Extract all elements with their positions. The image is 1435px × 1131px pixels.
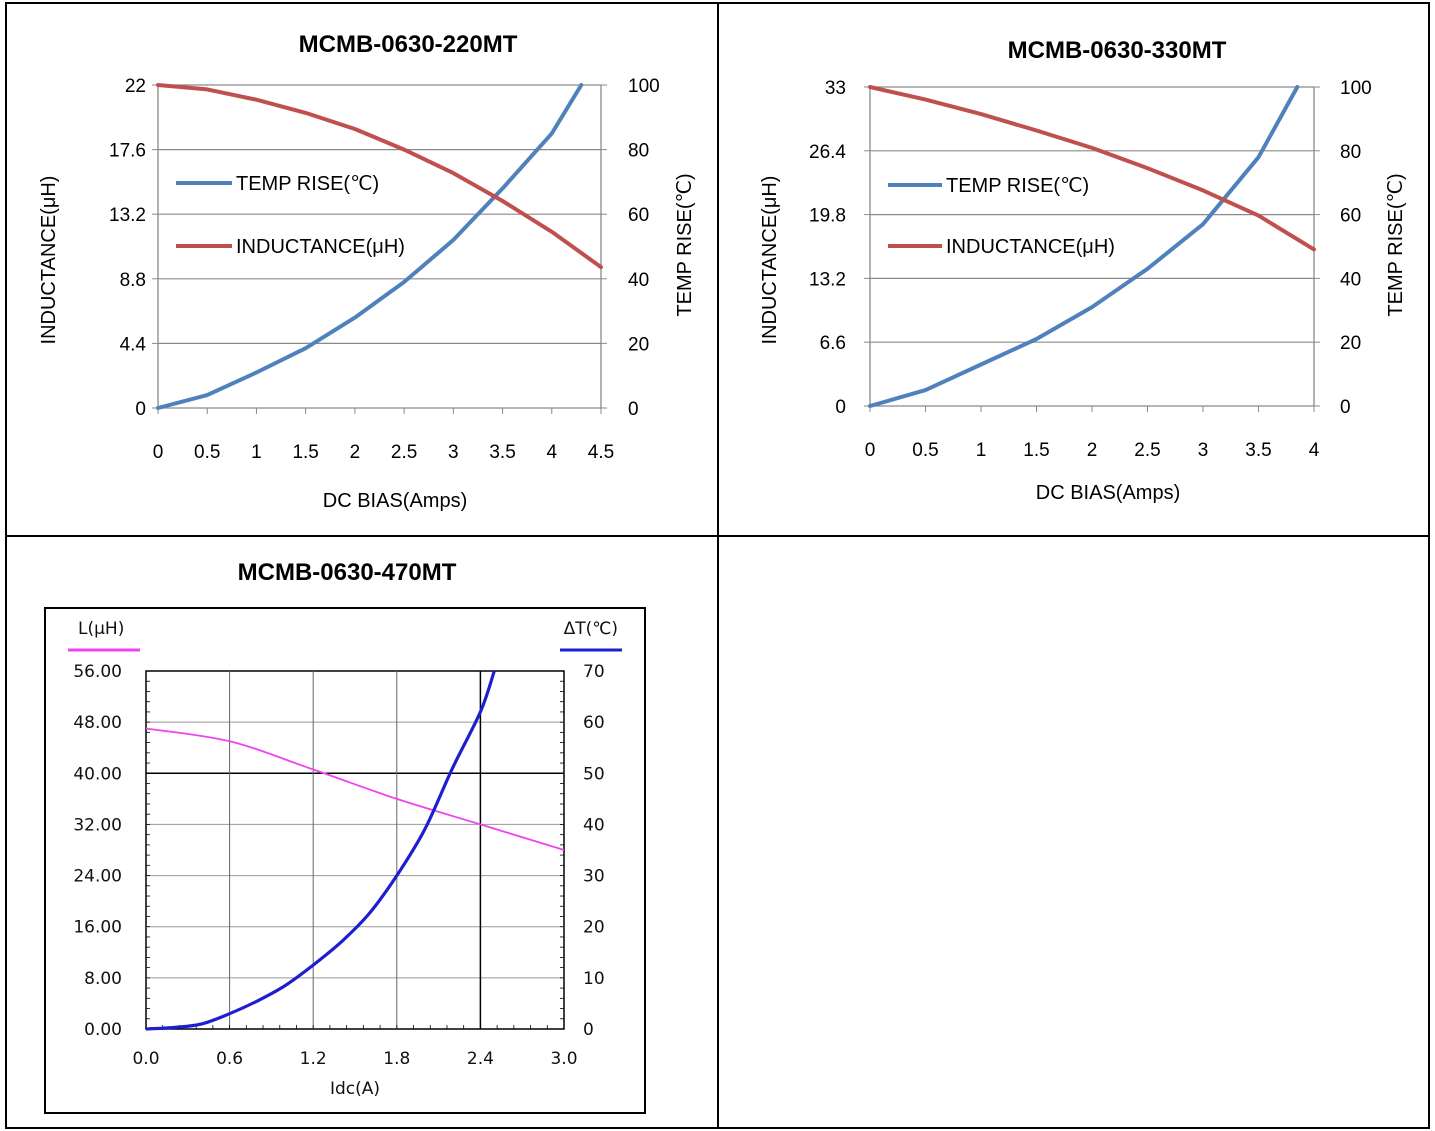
y2-tick-label: 0 xyxy=(583,1020,594,1040)
series-line-0 xyxy=(145,727,565,851)
y-tick-label: 24.00 xyxy=(73,867,122,887)
y-tick-label: 0 xyxy=(135,399,146,420)
y-tick-label: 16.00 xyxy=(73,918,122,938)
y-tick-label: 56.00 xyxy=(73,662,122,682)
y2-axis-label: TEMP RISE(℃) xyxy=(1385,173,1407,316)
legend-label-1: INDUCTANCE(μH) xyxy=(946,236,1115,258)
x-tick-label: 1 xyxy=(976,440,987,461)
y-tick-label: 19.8 xyxy=(809,206,846,227)
x-tick-label: 3.5 xyxy=(1245,440,1271,461)
x-tick-label: 4.5 xyxy=(588,442,614,463)
table-cell-bottom-right xyxy=(717,535,1430,1129)
y2-tick-label: 20 xyxy=(1340,333,1361,354)
x-axis-label: DC BIAS(Amps) xyxy=(1036,482,1180,504)
y2-tick-label: 60 xyxy=(628,205,649,226)
series-line-1 xyxy=(868,85,1316,252)
y2-tick-label: 0 xyxy=(1340,397,1351,418)
x-axis-label: DC BIAS(Amps) xyxy=(323,490,467,512)
y2-tick-label: 80 xyxy=(1340,142,1361,163)
y-tick-label: 0 xyxy=(835,397,846,418)
y2-tick-label: 40 xyxy=(583,815,605,835)
x-tick-label: 3.0 xyxy=(550,1049,577,1069)
y-tick-label: 13.2 xyxy=(809,269,846,290)
chart2: 0 6.6 13.2 19.8 26.4 33 0 20 40 60 80 100 0 0.5 1 1.5 2 2… xyxy=(759,37,1407,504)
y-tick-label: 22 xyxy=(125,76,146,97)
x-tick-label: 4 xyxy=(546,442,557,463)
x-tick-label: 0 xyxy=(153,442,164,463)
y-tick-label: 33 xyxy=(825,78,846,99)
y-axis-label: INDUCTANCE(μH) xyxy=(38,176,60,345)
y2-tick-label: 20 xyxy=(583,918,605,938)
series-line-0 xyxy=(156,83,584,410)
y-tick-label: 32.00 xyxy=(73,815,122,835)
y2-tick-label: 40 xyxy=(628,270,649,291)
x-tick-label: 0 xyxy=(865,440,876,461)
y2-tick-label: 100 xyxy=(628,76,660,97)
chart1: 0 4.4 8.8 13.2 17.6 22 0 20 40 60 80 100 0 0.5 1 1.5 2 2.… xyxy=(38,31,696,512)
y2-tick-label: 70 xyxy=(583,662,605,682)
y2-tick-label: 100 xyxy=(1340,78,1372,99)
x-tick-label: 1.2 xyxy=(300,1049,327,1069)
x-tick-label: 3 xyxy=(448,442,459,463)
y2-tick-label: 40 xyxy=(1340,269,1361,290)
y2-tick-label: 10 xyxy=(583,969,605,989)
y-tick-label: 8.8 xyxy=(120,270,146,291)
x-tick-label: 4 xyxy=(1309,440,1320,461)
series-line-0 xyxy=(868,85,1300,408)
chart-title: MCMB-0630-330MT xyxy=(1008,37,1227,64)
x-tick-label: 3 xyxy=(1198,440,1209,461)
series-line-1 xyxy=(145,670,496,1031)
y-tick-label: 6.6 xyxy=(820,333,846,354)
x-tick-label: 1.5 xyxy=(1023,440,1049,461)
x-tick-label: 1 xyxy=(251,442,262,463)
x-tick-label: 2.5 xyxy=(1134,440,1160,461)
y-tick-label: 0.00 xyxy=(84,1020,122,1040)
chart-title: MCMB-0630-220MT xyxy=(299,31,518,58)
x-tick-label: 1.8 xyxy=(383,1049,410,1069)
y-tick-label: 17.6 xyxy=(109,141,146,162)
y-tick-label: 4.4 xyxy=(120,334,147,355)
chart3-plot-area xyxy=(145,670,565,1030)
y2-axis-label: ΔT(℃) xyxy=(564,619,618,639)
x-tick-label: 0.5 xyxy=(194,442,220,463)
x-tick-label: 0.5 xyxy=(912,440,938,461)
x-tick-label: 2.4 xyxy=(467,1049,494,1069)
y-tick-label: 48.00 xyxy=(73,713,122,733)
series-line-1 xyxy=(156,83,603,270)
legend-label-1: INDUCTANCE(μH) xyxy=(236,236,405,258)
legend-label-0: TEMP RISE(℃) xyxy=(946,175,1089,197)
y-axis-label: INDUCTANCE(μH) xyxy=(759,176,781,345)
x-tick-label: 0.6 xyxy=(216,1049,243,1069)
y2-tick-label: 60 xyxy=(583,713,605,733)
legend-label-0: TEMP RISE(℃) xyxy=(236,173,379,195)
y-axis-label: L(μH) xyxy=(78,619,124,639)
y2-tick-label: 80 xyxy=(628,141,649,162)
y-tick-label: 40.00 xyxy=(73,764,122,784)
y-tick-label: 26.4 xyxy=(809,142,846,163)
y2-axis-label: TEMP RISE(℃) xyxy=(674,173,696,316)
x-tick-label: 3.5 xyxy=(489,442,515,463)
y2-tick-label: 30 xyxy=(583,867,605,887)
x-tick-label: 1.5 xyxy=(292,442,318,463)
y-tick-label: 8.00 xyxy=(84,969,122,989)
y-tick-label: 13.2 xyxy=(109,205,146,226)
y2-tick-label: 20 xyxy=(628,334,649,355)
x-tick-label: 2 xyxy=(350,442,361,463)
y2-tick-label: 50 xyxy=(583,764,605,784)
x-tick-label: 0.0 xyxy=(132,1049,159,1069)
y2-tick-label: 60 xyxy=(1340,206,1361,227)
chart-title: MCMB-0630-470MT xyxy=(238,559,457,586)
x-axis-label: Idc(A) xyxy=(330,1079,380,1099)
y2-tick-label: 0 xyxy=(628,399,639,420)
x-tick-label: 2.5 xyxy=(391,442,417,463)
x-tick-label: 2 xyxy=(1087,440,1098,461)
chart3: 0.008.0016.0024.0032.0040.0048.0056.000.… xyxy=(68,559,622,1099)
